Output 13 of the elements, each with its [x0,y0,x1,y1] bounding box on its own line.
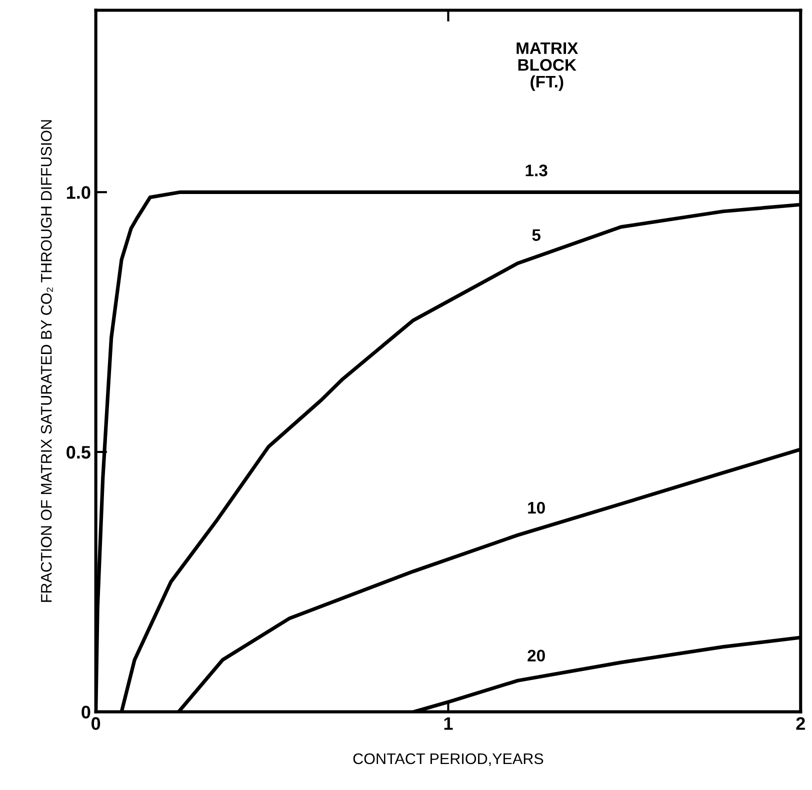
legend-title: MATRIX BLOCK (FT.) [516,42,578,91]
series-label: 20 [528,650,545,662]
x-tick-label: 1 [444,717,453,730]
y-tick-label: 1.0 [66,186,90,199]
y-tick-label: 0.5 [66,446,90,459]
x-tick-label: 0 [92,717,100,730]
y-tick-label: 0 [82,706,90,719]
x-tick-label: 2 [796,717,805,730]
series-label: 5 [532,229,540,241]
series-label: 1.3 [526,164,548,176]
x-axis-title: CONTACT PERIOD,YEARS [353,753,544,766]
series-label: 10 [528,502,545,514]
y-axis-title: FRACTION OF MATRIX SATURATED BY CO₂ THROUGH DIFFUSION [40,120,53,602]
